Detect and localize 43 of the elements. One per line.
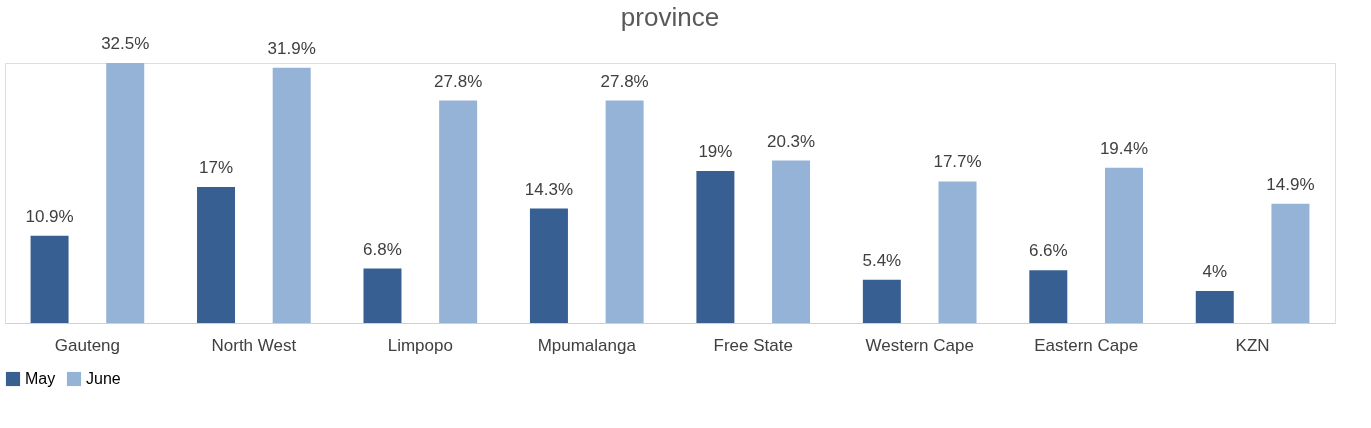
data-label: 6.6% xyxy=(1028,241,1068,261)
bar xyxy=(197,187,236,323)
data-label: 10.9% xyxy=(25,206,74,226)
bar xyxy=(363,268,402,323)
bar xyxy=(1104,167,1143,323)
x-tick-label: Western Cape xyxy=(865,335,974,355)
data-label: 20.3% xyxy=(766,131,816,151)
legend-label: May xyxy=(25,370,56,387)
x-tick-label: KZN xyxy=(1235,335,1270,355)
legend-label: June xyxy=(86,370,121,387)
x-tick-label: Eastern Cape xyxy=(1034,335,1139,355)
x-tick-label: North West xyxy=(211,335,297,355)
bar xyxy=(1195,291,1234,323)
data-label: 32.5% xyxy=(101,34,150,53)
bar xyxy=(696,171,735,323)
x-tick-label: Limpopo xyxy=(387,335,453,355)
data-label: 14.3% xyxy=(524,179,574,199)
bar xyxy=(272,67,311,323)
bar xyxy=(938,181,977,323)
x-tick-label: Free State xyxy=(713,335,793,355)
chart-title: province xyxy=(620,2,720,32)
bar xyxy=(605,100,644,323)
bar xyxy=(106,63,145,323)
data-label: 19% xyxy=(698,142,733,161)
data-label: 19.4% xyxy=(1099,138,1149,158)
data-label: 17% xyxy=(199,158,234,177)
bar xyxy=(862,279,901,323)
bar xyxy=(439,100,478,323)
data-label: 17.7% xyxy=(933,152,982,172)
data-label: 31.9% xyxy=(267,38,316,58)
x-tick-label: Mpumalanga xyxy=(537,335,637,355)
data-label: 4% xyxy=(1202,262,1228,281)
data-label: 27.8% xyxy=(600,71,649,91)
bar xyxy=(30,235,69,323)
bar xyxy=(529,208,568,323)
bar xyxy=(772,160,811,323)
x-tick-label: Gauteng xyxy=(54,335,121,355)
data-label: 14.9% xyxy=(1266,174,1315,194)
data-label: 5.4% xyxy=(862,250,902,270)
bar xyxy=(1271,203,1310,323)
bar xyxy=(1029,270,1068,323)
data-label: 6.8% xyxy=(363,239,402,259)
data-label: 27.8% xyxy=(434,71,483,91)
